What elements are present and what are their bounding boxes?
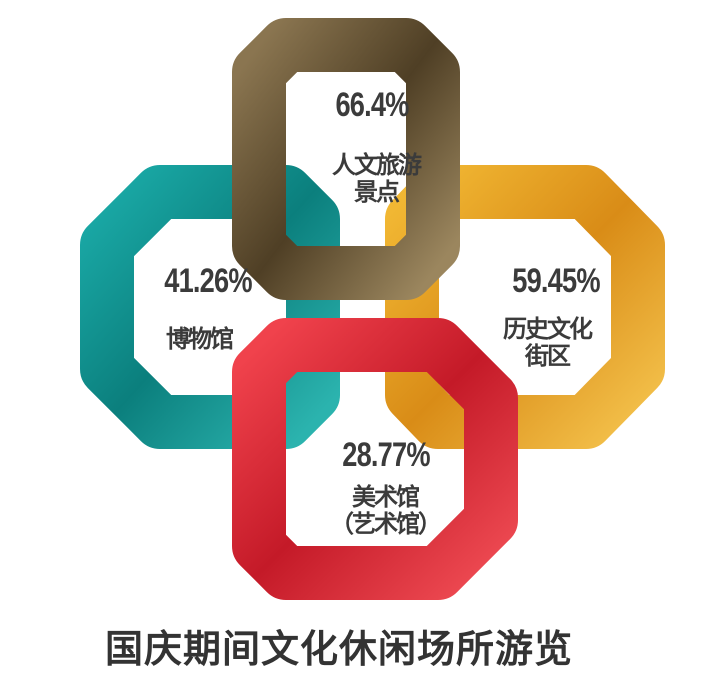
category-label-art-museum: 美术馆 （艺术馆） bbox=[330, 483, 442, 538]
value-label-art-museum: 28.77% bbox=[342, 436, 430, 474]
category-label-cultural-tourism: 人文旅游 景点 bbox=[332, 151, 422, 206]
value-label-museum: 41.26% bbox=[164, 262, 252, 300]
value-label-historic-district: 59.45% bbox=[512, 262, 600, 300]
category-line: 街区 bbox=[525, 342, 571, 370]
category-label-museum: 博物馆 bbox=[166, 325, 234, 353]
value-label-cultural-tourism: 66.4% bbox=[335, 86, 409, 124]
category-label-historic-district: 历史文化 街区 bbox=[503, 315, 593, 370]
category-line: 人文旅游 bbox=[332, 151, 422, 179]
category-line: 景点 bbox=[354, 178, 400, 206]
ring-art-museum bbox=[232, 318, 518, 600]
category-line: （艺术馆） bbox=[330, 510, 442, 538]
category-line: 美术馆 bbox=[352, 483, 420, 511]
ring-cultural-tourism bbox=[232, 18, 460, 300]
chart-title: 国庆期间文化休闲场所游览 bbox=[105, 627, 574, 671]
category-line: 博物馆 bbox=[166, 325, 234, 353]
category-line: 历史文化 bbox=[503, 315, 593, 343]
